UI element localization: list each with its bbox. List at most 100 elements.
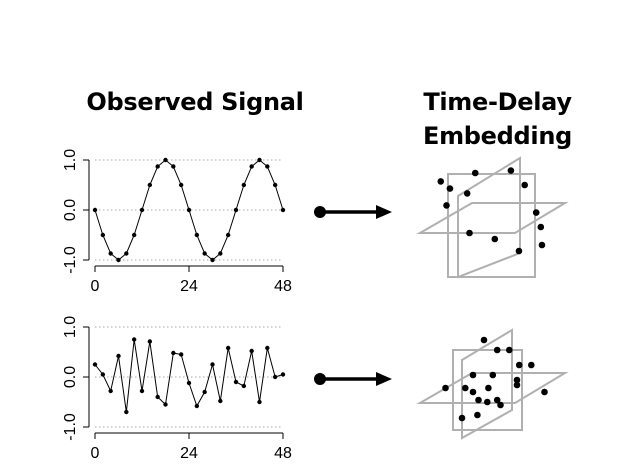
data-point [265,164,270,169]
embedding-point [458,414,466,422]
data-point [171,164,176,169]
data-point [233,207,239,213]
embedding-point [513,381,521,389]
embedding-point [442,384,449,392]
data-point [210,257,215,263]
embedding-planes-top [416,156,569,279]
data-point [139,207,145,213]
x-tick-label: 24 [180,278,198,295]
data-point [124,251,129,256]
embedding-point [538,241,546,249]
embedding-point [474,411,481,419]
y-tick-label: -1.0 [62,413,79,441]
data-point [218,251,223,256]
arrow-top [314,205,392,219]
data-point [225,232,231,238]
data-point [139,388,145,394]
data-point [163,402,168,407]
data-point [116,353,121,359]
embedding-point [506,346,513,354]
x-tick-label: 48 [274,445,292,462]
series-line [94,339,284,413]
observed-signal-heading: Observed Signal [86,88,304,116]
embedding-point [507,167,515,174]
embedding-point [489,371,497,379]
embedding-point [521,181,528,189]
y-tick-label: 0.0 [62,199,79,221]
data-point [108,251,113,256]
embedding-point [537,223,545,231]
data-point [124,409,129,415]
data-point [233,379,239,385]
embedding-point [471,169,479,177]
embedding-point [515,247,523,255]
time-delay-embedding-heading: Time-Delay Embedding [400,85,595,153]
data-point [249,348,254,354]
data-point [186,207,192,213]
embedding-point [491,235,499,243]
x-tick-label: 0 [91,278,100,295]
embedding-point [443,202,450,209]
data-point [178,182,184,188]
data-point [147,182,153,188]
data-point [241,383,247,389]
embedding-point [493,346,501,354]
data-point [225,345,231,351]
embedding-heading-line2: Embedding [422,122,572,150]
data-point [147,339,153,344]
data-point [265,345,270,351]
data-point [100,232,106,238]
data-point [163,157,168,163]
data-point [218,398,223,404]
embedding-point [446,185,454,192]
sine-signal-plot: 1.0 0.0 -1.0 0 24 48 [62,149,292,295]
y-tick-label: 1.0 [62,149,79,171]
data-point [92,207,98,213]
embedding-point [497,401,504,409]
data-point [272,374,278,380]
arrow-bottom [314,372,392,386]
data-point [210,362,215,367]
embedding-point [466,229,473,237]
embedding-points-top [437,167,546,255]
embedding-point [484,398,491,406]
data-point [131,337,137,342]
data-point [257,157,262,163]
embedding-point [462,384,469,392]
embedding-point [515,361,523,369]
data-point [202,389,207,395]
noise-signal-plot: 1.0 0.0 -1.0 0 24 48 [62,316,292,462]
embedding-planes-bottom [416,328,569,440]
data-point [155,164,160,169]
data-point [280,372,286,377]
data-point [194,232,200,238]
embedding-point [463,190,471,197]
embedding-point [480,336,488,344]
embedding-point [469,388,477,396]
embedding-point [493,396,501,404]
data-point [155,394,160,400]
data-point [280,207,286,213]
x-tick-label: 0 [91,445,100,462]
embedding-point [541,388,548,396]
embedding-point [528,361,535,369]
y-tick-label: 0.0 [62,366,79,388]
data-point [272,182,278,188]
data-point [194,403,200,409]
data-point [202,251,207,256]
embedding-points-bottom [442,336,548,422]
data-point [116,257,121,263]
x-tick-label: 24 [180,445,198,462]
data-point [178,352,184,357]
x-tick-label: 48 [274,278,292,295]
embedding-heading-line1: Time-Delay [423,88,572,116]
embedding-point [513,376,521,384]
y-tick-label: -1.0 [62,246,79,274]
data-point [131,232,137,238]
data-point [241,182,247,188]
embedding-point [469,371,477,379]
data-point [100,372,106,377]
data-point [92,362,98,367]
embedding-point [485,384,492,392]
